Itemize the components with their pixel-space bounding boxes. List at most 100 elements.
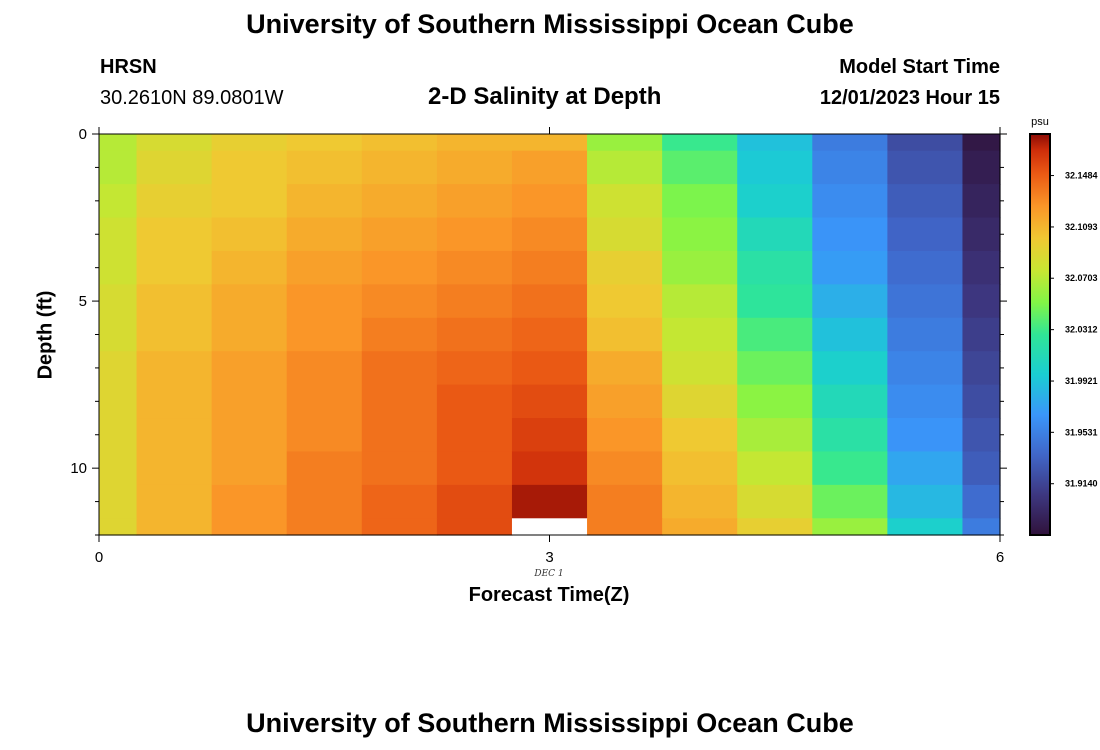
heatmap-cell	[211, 217, 288, 252]
colorbar-tick-label: 32.0312	[1065, 325, 1098, 335]
heatmap-cell	[436, 484, 513, 519]
heatmap-cell	[737, 184, 813, 219]
heatmap-cell	[136, 418, 213, 453]
heatmap-cell	[211, 317, 288, 352]
heatmap-cell	[587, 451, 663, 486]
heatmap-cell	[737, 284, 813, 319]
colorbar-tick-label: 32.0703	[1065, 273, 1098, 283]
heatmap-cell	[136, 250, 213, 285]
heatmap-cell	[587, 134, 663, 152]
heatmap-cell	[812, 484, 888, 519]
heatmap-cell	[587, 150, 663, 185]
heatmap-cell	[361, 384, 438, 419]
heatmap-cell	[962, 384, 1001, 419]
heatmap-cell	[361, 351, 438, 386]
heatmap-cell	[99, 150, 138, 185]
heatmap-cell	[99, 451, 138, 486]
x-date-label: DEC 1	[534, 569, 564, 579]
heatmap-cell	[286, 418, 363, 453]
heatmap-cell	[99, 184, 138, 219]
heatmap-cell	[737, 384, 813, 419]
heatmap-cell	[211, 150, 288, 185]
heatmap-cell	[511, 384, 588, 419]
heatmap-cell	[511, 418, 588, 453]
heatmap-cell	[662, 150, 738, 185]
heatmap-cell	[99, 351, 138, 386]
heatmap-cell	[436, 451, 513, 486]
heatmap-cell	[361, 518, 438, 536]
heatmap-cell	[511, 150, 588, 185]
heatmap-cell	[962, 134, 1001, 152]
heatmap-cell	[436, 518, 513, 536]
heatmap-cell	[737, 518, 813, 536]
heatmap-cell	[737, 351, 813, 386]
heatmap-cell	[511, 217, 588, 252]
colorbar-tick-label: 31.9531	[1065, 427, 1098, 437]
heatmap-cell	[962, 451, 1001, 486]
heatmap-cell	[587, 284, 663, 319]
heatmap-cell	[136, 134, 213, 152]
heatmap-cell	[737, 150, 813, 185]
y-tick-label: 0	[79, 126, 87, 143]
heatmap-cell	[436, 150, 513, 185]
chart-title: University of Southern Mississippi Ocean…	[246, 9, 854, 39]
heatmap-cell	[962, 484, 1001, 519]
heatmap-cell	[99, 217, 138, 252]
heatmap-cell	[662, 484, 738, 519]
model-start-label: Model Start Time	[839, 56, 1000, 78]
heatmap-cell	[962, 284, 1001, 319]
heatmap-cell	[887, 384, 964, 419]
heatmap-cell	[361, 134, 438, 152]
heatmap-cell	[211, 184, 288, 219]
heatmap-cell	[361, 284, 438, 319]
heatmap-cell	[511, 317, 588, 352]
colorbar-tick-label: 31.9921	[1065, 376, 1098, 386]
heatmap-cell	[99, 134, 138, 152]
heatmap-cell	[511, 484, 588, 519]
heatmap-cell	[737, 134, 813, 152]
heatmap-cell	[812, 317, 888, 352]
heatmap-cell	[99, 484, 138, 519]
heatmap-cell	[812, 184, 888, 219]
heatmap-cell	[737, 250, 813, 285]
heatmap-cell	[887, 418, 964, 453]
x-axis-label: Forecast Time(Z)	[468, 584, 630, 606]
heatmap-cell	[361, 451, 438, 486]
heatmap-cell	[436, 418, 513, 453]
heatmap-cell	[812, 134, 888, 152]
heatmap-cell	[211, 518, 288, 536]
heatmap-cell	[812, 451, 888, 486]
heatmap-cell	[662, 250, 738, 285]
heatmap-cell	[587, 217, 663, 252]
heatmap-cell	[887, 317, 964, 352]
heatmap-cell	[662, 418, 738, 453]
heatmap-cell	[211, 418, 288, 453]
heatmap-cell	[511, 351, 588, 386]
heatmap-cell	[812, 250, 888, 285]
x-tick-label: 0	[95, 549, 103, 566]
station-coordinates: 30.2610N 89.0801W	[100, 87, 284, 109]
heatmap-cell	[587, 317, 663, 352]
heatmap-cell	[136, 351, 213, 386]
heatmap-cell	[286, 150, 363, 185]
heatmap-cell	[436, 134, 513, 152]
plot-subtitle: 2-D Salinity at Depth	[428, 83, 662, 110]
heatmap-cell	[662, 284, 738, 319]
heatmap-cell	[511, 134, 588, 152]
heatmap-cell	[812, 284, 888, 319]
heatmap-cell	[962, 150, 1001, 185]
heatmap-cell	[361, 317, 438, 352]
heatmap-cell	[962, 418, 1001, 453]
heatmap-cell	[887, 351, 964, 386]
heatmap-cell	[211, 284, 288, 319]
heatmap-cell	[136, 217, 213, 252]
heatmap-cell	[662, 384, 738, 419]
heatmap-cell	[962, 317, 1001, 352]
colorbar-tick-label: 31.9140	[1065, 479, 1098, 489]
y-axis-label: Depth (ft)	[34, 290, 57, 380]
heatmap-cell	[99, 384, 138, 419]
heatmap-cell	[436, 317, 513, 352]
heatmap-cell	[812, 217, 888, 252]
heatmap-cell	[99, 317, 138, 352]
heatmap-cell	[887, 284, 964, 319]
